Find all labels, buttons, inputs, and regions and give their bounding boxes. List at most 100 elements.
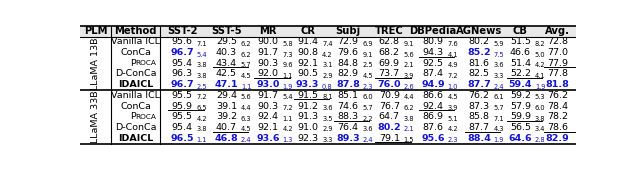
Text: SST-5: SST-5 [211,26,242,36]
Text: 4.2: 4.2 [283,126,293,132]
Text: 2.8: 2.8 [535,137,545,143]
Text: 1.1: 1.1 [241,84,251,90]
Text: 43.4: 43.4 [216,59,237,68]
Text: 3.6: 3.6 [362,126,373,132]
Text: 57.9: 57.9 [510,102,531,111]
Text: 93.0: 93.0 [257,80,280,89]
Text: 3.8: 3.8 [196,73,207,79]
Text: 7.5: 7.5 [493,52,504,57]
Text: 1.1: 1.1 [283,116,293,122]
Text: 4.5: 4.5 [362,73,373,79]
Text: 1.1: 1.1 [283,73,293,79]
Text: 6.0: 6.0 [535,105,545,111]
Text: 94.9: 94.9 [421,80,445,89]
Text: PLM: PLM [84,26,108,36]
Text: 6.2: 6.2 [241,41,252,47]
Text: 1.9: 1.9 [493,137,504,143]
Text: 1.3: 1.3 [283,137,293,143]
Text: 7.1: 7.1 [493,116,504,122]
Text: LLaMA 13B: LLaMA 13B [91,37,100,90]
Text: 59.9: 59.9 [510,112,531,121]
Text: Vanilla ICL: Vanilla ICL [111,91,160,100]
Text: 85.8: 85.8 [468,112,490,121]
Text: 40.7: 40.7 [216,123,237,132]
Text: 4.2: 4.2 [535,62,545,68]
Text: 95.6: 95.6 [421,134,445,143]
Bar [80,26,576,36]
Text: 2.5: 2.5 [196,84,207,90]
Text: P: P [130,112,136,121]
Text: 84.8: 84.8 [337,59,358,68]
Text: Vanilla ICL: Vanilla ICL [111,37,160,46]
Text: 42.5: 42.5 [216,70,237,79]
Text: 89.3: 89.3 [336,134,360,143]
Text: 87.7: 87.7 [468,123,490,132]
Text: 4.5: 4.5 [241,126,252,132]
Text: 5.1: 5.1 [447,116,458,122]
Text: 3.3: 3.3 [493,73,504,79]
Text: 91.2: 91.2 [297,102,318,111]
Text: 88.4: 88.4 [467,134,491,143]
Text: 87.6: 87.6 [422,123,444,132]
Text: 7.3: 7.3 [283,52,293,57]
Text: 87.7: 87.7 [467,80,491,89]
Text: 6.2: 6.2 [241,52,252,57]
Text: 92.4: 92.4 [258,112,279,121]
Text: 78.2: 78.2 [547,112,568,121]
Text: 78.4: 78.4 [547,102,568,111]
Text: 1.1: 1.1 [196,137,207,143]
Text: 94.3: 94.3 [422,48,444,57]
Text: D-ConCa: D-ConCa [115,123,156,132]
Text: 76.7: 76.7 [379,102,400,111]
Text: 52.2: 52.2 [510,70,531,79]
Text: 90.3: 90.3 [258,102,279,111]
Text: 76.0: 76.0 [378,80,401,89]
Text: AGNews: AGNews [456,26,502,36]
Text: 91.7: 91.7 [258,48,279,57]
Text: 91.4: 91.4 [297,37,318,46]
Text: 3.1: 3.1 [322,62,332,68]
Text: 87.4: 87.4 [422,70,444,79]
Text: 80.2: 80.2 [378,123,401,132]
Text: 87.3: 87.3 [468,102,490,111]
Text: 88.3: 88.3 [337,112,358,121]
Text: 87.8: 87.8 [336,80,360,89]
Text: 2.9: 2.9 [322,73,333,79]
Text: 2.1: 2.1 [404,62,414,68]
Text: ROCA: ROCA [136,114,156,120]
Text: 59.4: 59.4 [509,80,532,89]
Text: 85.1: 85.1 [337,91,358,100]
Text: 95.5: 95.5 [172,91,193,100]
Text: 9.6: 9.6 [283,62,293,68]
Text: 82.9: 82.9 [337,70,358,79]
Text: 6.9: 6.9 [362,41,373,47]
Text: 93.3: 93.3 [296,80,319,89]
Text: 6.5: 6.5 [196,105,207,111]
Text: 72.8: 72.8 [547,37,568,46]
Text: ConCa: ConCa [120,48,151,57]
Text: 72.9: 72.9 [337,37,358,46]
Text: 3.8: 3.8 [196,62,207,68]
Text: 76.2: 76.2 [468,91,490,100]
Text: 4.3: 4.3 [493,126,504,132]
Text: 4.5: 4.5 [241,73,252,79]
Text: IDAICL: IDAICL [118,134,153,143]
Text: 91.7: 91.7 [258,91,279,100]
Text: IDAICL: IDAICL [118,80,153,89]
Text: D-ConCa: D-ConCa [115,70,156,79]
Text: 76.2: 76.2 [547,91,568,100]
Text: 3.4: 3.4 [535,126,545,132]
Text: 2.4: 2.4 [241,137,252,143]
Text: 90.0: 90.0 [258,37,279,46]
Text: 2.2: 2.2 [362,116,373,122]
Text: 47.1: 47.1 [214,80,238,89]
Text: 92.0: 92.0 [258,70,279,79]
Text: TREC: TREC [375,26,404,36]
Text: 5.8: 5.8 [283,41,293,47]
Text: 70.9: 70.9 [379,91,400,100]
Text: 2.1: 2.1 [404,126,414,132]
Text: 90.5: 90.5 [297,70,318,79]
Text: 51.5: 51.5 [510,37,531,46]
Text: 5.7: 5.7 [493,105,504,111]
Text: 39.2: 39.2 [216,112,237,121]
